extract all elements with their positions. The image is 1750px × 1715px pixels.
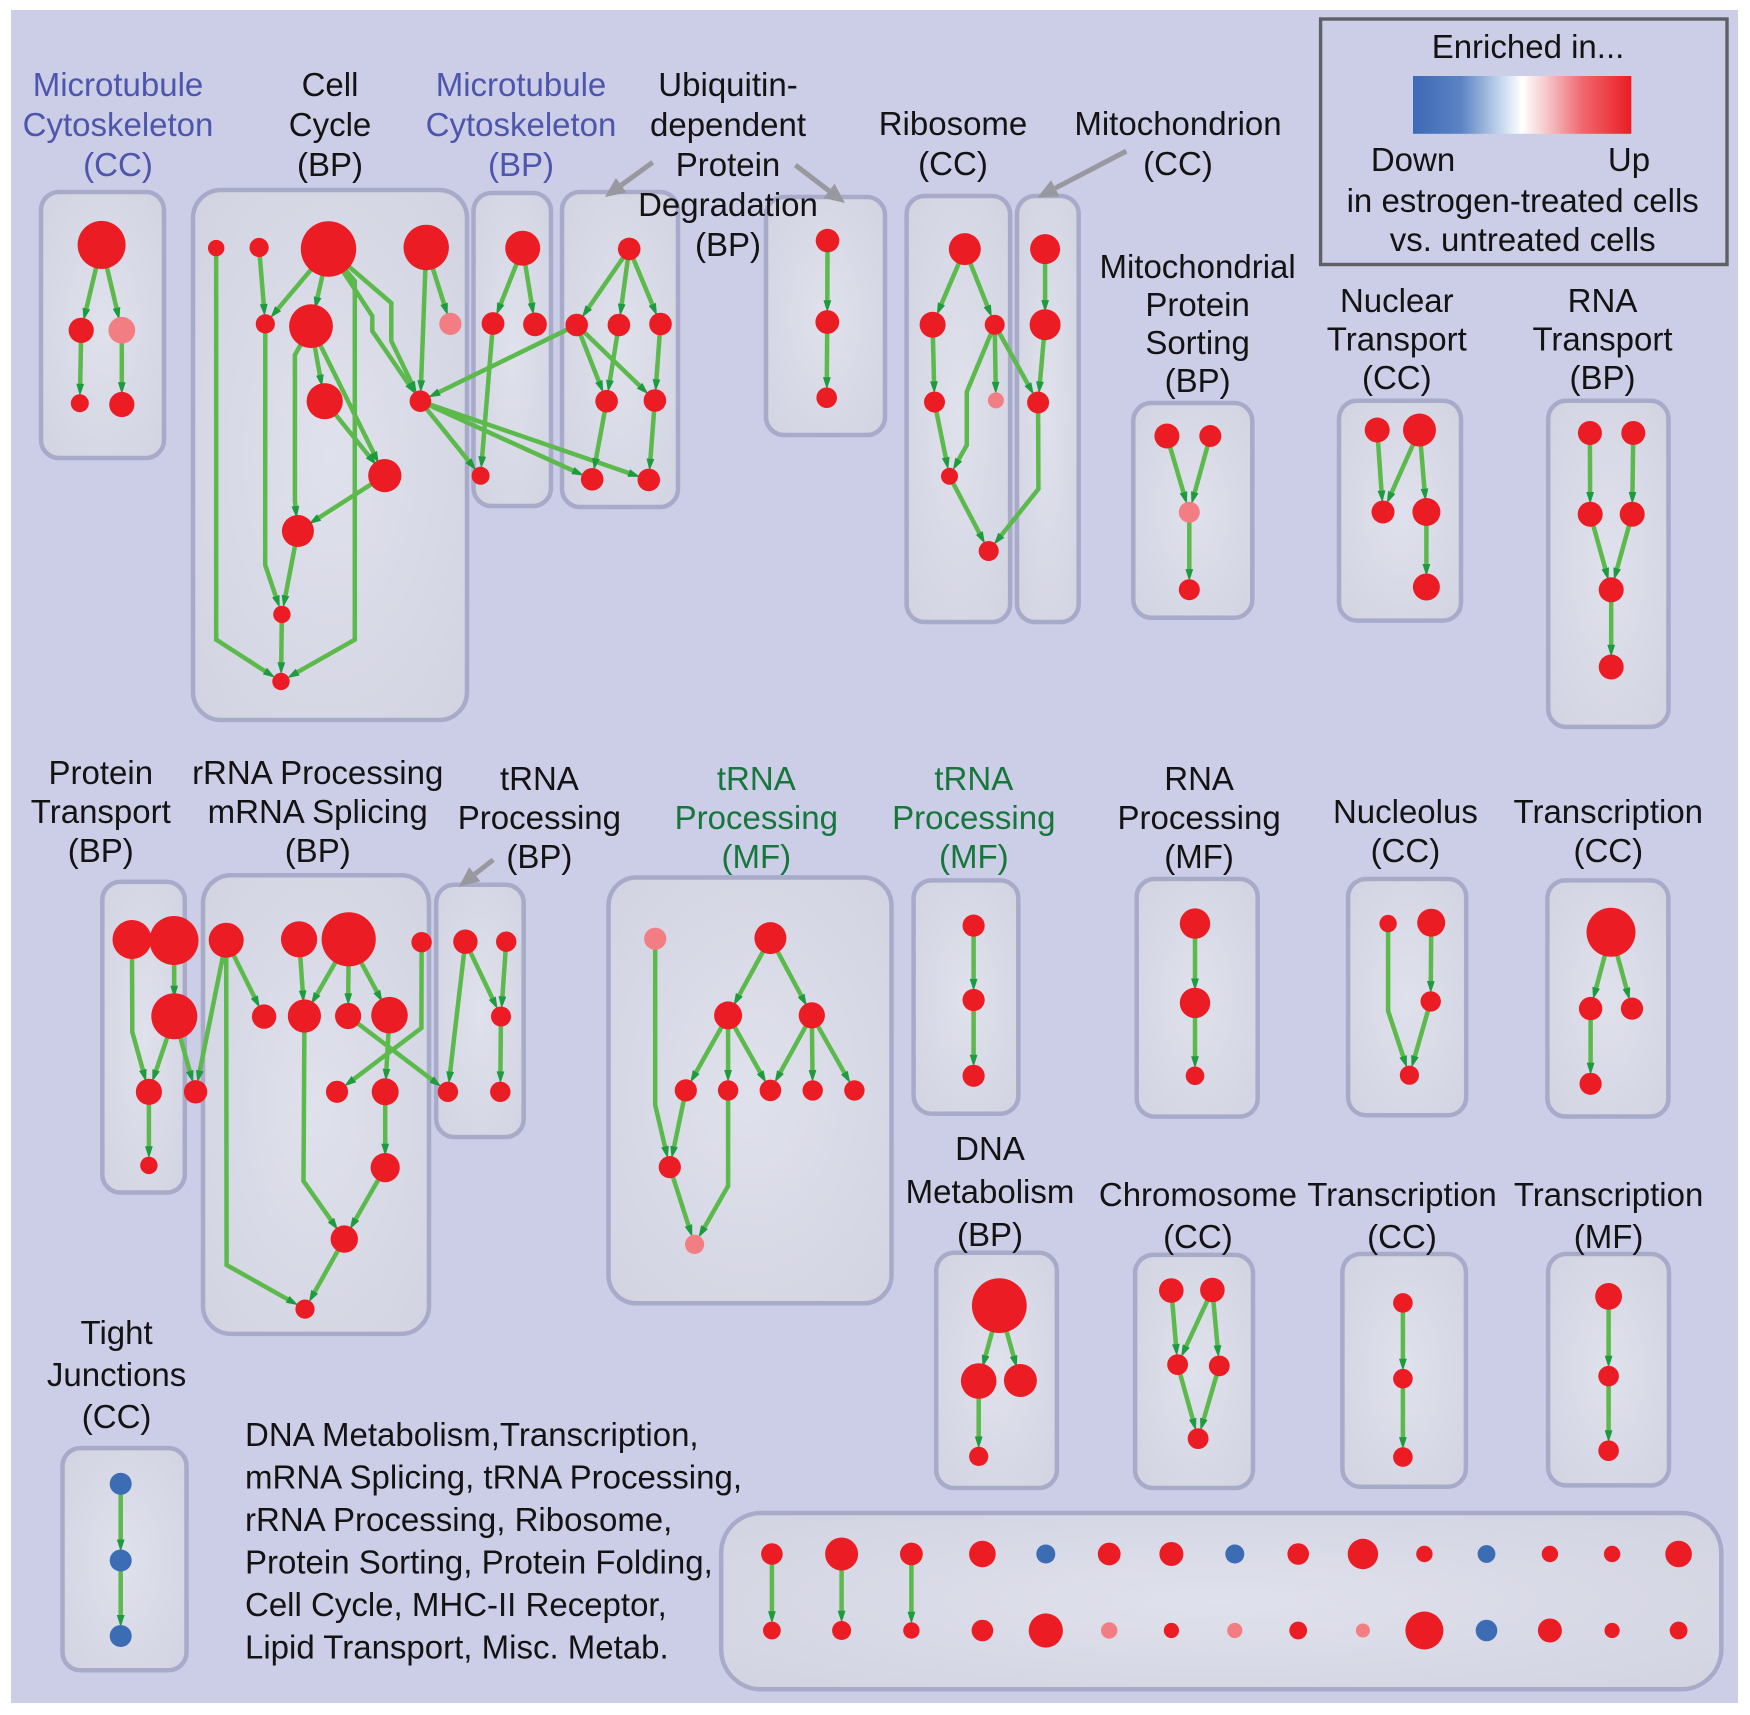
svg-text:tRNA: tRNA [500,760,579,797]
svg-text:dependent: dependent [650,106,806,143]
svg-text:(CC): (CC) [1573,832,1643,869]
svg-text:(CC): (CC) [1163,1218,1233,1255]
svg-text:Cell Cycle, MHC-II Receptor,: Cell Cycle, MHC-II Receptor, [245,1586,667,1623]
svg-text:in estrogen-treated cells: in estrogen-treated cells [1347,182,1699,219]
svg-text:(MF): (MF) [721,838,791,875]
svg-text:(BP): (BP) [285,832,351,869]
svg-text:Cytoskeleton: Cytoskeleton [426,106,617,143]
svg-text:Protein: Protein [49,754,154,791]
svg-text:rRNA Processing: rRNA Processing [192,754,443,791]
svg-text:Transcription: Transcription [1307,1176,1497,1213]
svg-text:Ubiquitin-: Ubiquitin- [658,66,797,103]
svg-text:(MF): (MF) [939,838,1009,875]
svg-text:Nuclear: Nuclear [1340,282,1454,319]
svg-text:(BP): (BP) [957,1216,1023,1253]
svg-text:Mitochondrion: Mitochondrion [1074,105,1281,142]
svg-text:Cytoskeleton: Cytoskeleton [23,106,214,143]
svg-text:Processing: Processing [1117,799,1280,836]
svg-text:(CC): (CC) [1362,359,1432,396]
svg-text:Junctions: Junctions [47,1356,186,1393]
svg-text:(CC): (CC) [1371,832,1441,869]
svg-text:Cell: Cell [302,66,359,103]
svg-text:(BP): (BP) [506,838,572,875]
svg-text:mRNA Splicing: mRNA Splicing [208,793,428,830]
svg-text:(CC): (CC) [1143,145,1213,182]
svg-text:DNA Metabolism,Transcription,: DNA Metabolism,Transcription, [245,1416,699,1453]
svg-text:Processing: Processing [892,799,1055,836]
svg-text:(BP): (BP) [68,832,134,869]
svg-text:Transport: Transport [1533,321,1673,358]
svg-text:mRNA Splicing, tRNA Processing: mRNA Splicing, tRNA Processing, [245,1459,742,1496]
svg-text:Transcription: Transcription [1514,1176,1704,1213]
svg-text:(MF): (MF) [1574,1218,1644,1255]
svg-text:Metabolism: Metabolism [906,1173,1075,1210]
svg-text:Processing: Processing [458,799,621,836]
svg-text:Ribosome: Ribosome [879,105,1028,142]
svg-text:Transport: Transport [31,793,171,830]
svg-text:(CC): (CC) [83,146,153,183]
svg-text:(BP): (BP) [1570,359,1636,396]
svg-text:Mitochondrial: Mitochondrial [1099,248,1295,285]
svg-text:Transcription: Transcription [1514,793,1704,830]
svg-text:RNA: RNA [1568,282,1638,319]
svg-text:Microtubule: Microtubule [436,66,607,103]
svg-text:(CC): (CC) [1367,1218,1437,1255]
svg-text:(CC): (CC) [82,1398,152,1435]
svg-text:Transport: Transport [1327,321,1467,358]
svg-text:Chromosome: Chromosome [1099,1176,1297,1213]
svg-text:RNA: RNA [1164,760,1234,797]
svg-text:Protein Sorting, Protein Foldi: Protein Sorting, Protein Folding, [245,1544,713,1581]
svg-text:Up: Up [1608,141,1650,178]
svg-text:tRNA: tRNA [934,760,1013,797]
svg-text:(BP): (BP) [1165,362,1231,399]
svg-text:Lipid Transport, Misc. Metab.: Lipid Transport, Misc. Metab. [245,1629,669,1666]
svg-text:(CC): (CC) [918,145,988,182]
svg-text:(BP): (BP) [695,226,761,263]
svg-text:Degradation: Degradation [638,186,818,223]
svg-text:(BP): (BP) [297,146,363,183]
svg-text:Sorting: Sorting [1145,324,1250,361]
svg-text:Protein: Protein [676,146,781,183]
svg-text:(BP): (BP) [488,146,554,183]
svg-text:Down: Down [1371,141,1455,178]
svg-text:Microtubule: Microtubule [33,66,204,103]
svg-text:tRNA: tRNA [717,760,796,797]
svg-text:rRNA Processing, Ribosome,: rRNA Processing, Ribosome, [245,1501,672,1538]
svg-text:Enriched in...: Enriched in... [1432,28,1625,65]
svg-text:(MF): (MF) [1164,838,1234,875]
svg-text:DNA: DNA [955,1130,1025,1167]
svg-text:vs. untreated cells: vs. untreated cells [1390,221,1656,258]
svg-text:Tight: Tight [81,1314,153,1351]
svg-text:Processing: Processing [675,799,838,836]
svg-text:Nucleolus: Nucleolus [1333,793,1478,830]
svg-text:Cycle: Cycle [289,106,372,143]
svg-text:Protein: Protein [1145,286,1250,323]
